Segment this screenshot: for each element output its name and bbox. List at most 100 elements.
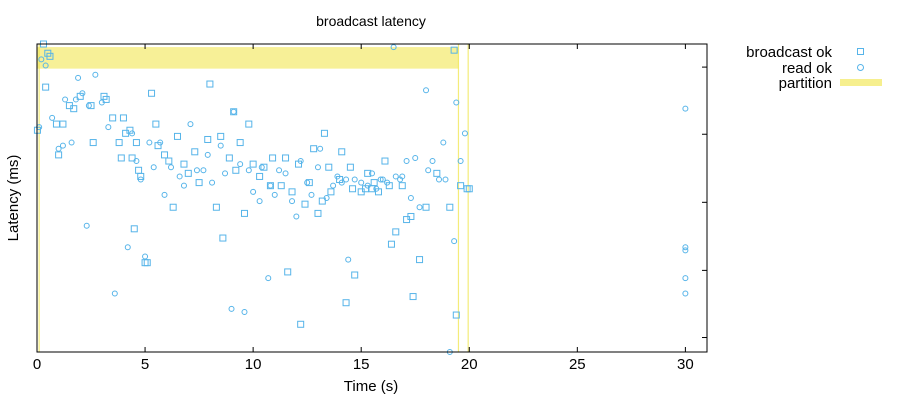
read-ok-point-67 [377,176,384,183]
read-ok-point-37 [230,108,237,115]
read-ok-point-25 [161,191,168,198]
read-ok-point-45 [267,182,274,189]
read-ok-point-74 [403,158,410,165]
chart-title: broadcast latency [316,13,426,29]
broadcast-ok-point-39 [204,135,212,143]
read-ok-point-52 [304,179,311,186]
read-ok-point-3 [49,114,56,121]
read-ok-point-87 [457,158,464,165]
read-ok-point-86 [453,99,460,106]
broadcast-ok-point-91 [433,169,441,177]
read-ok-point-55 [317,145,324,152]
broadcast-ok-point-47 [236,139,244,147]
broadcast-ok-point-89 [416,256,424,264]
read-ok-point-62 [351,176,358,183]
broadcast-ok-point-6 [55,151,63,159]
read-ok-point-91 [682,247,689,254]
read-ok-point-5 [59,142,66,149]
read-ok-point-38 [237,161,244,168]
broadcast-ok-point-50 [249,160,257,168]
read-ok-point-29 [187,121,194,128]
read-ok-point-27 [176,173,183,180]
broadcast-ok-point-74 [351,271,359,279]
read-ok-point-57 [330,182,337,189]
read-ok-point-44 [265,275,272,282]
read-ok-point-82 [440,139,447,146]
read-ok-point-58 [334,173,341,180]
legend-label-broadcast-ok: broadcast ok [746,44,832,61]
read-ok-point-63 [358,179,365,186]
broadcast-ok-point-79 [370,179,378,187]
broadcast-ok-point-7 [59,120,67,128]
read-ok-point-71 [392,173,399,180]
read-ok-point-34 [217,142,224,149]
read-ok-point-85 [451,238,458,245]
x-tick-label-20: 20 [461,356,478,373]
x-tick-label-15: 15 [353,356,370,373]
read-ok-point-8 [72,96,79,103]
partition-layer [37,44,469,352]
broadcast-ok-point-31 [161,151,169,159]
read-ok-point-32 [204,151,211,158]
partition-region-0 [37,47,459,69]
x-tick-label-5: 5 [141,356,149,373]
broadcast-ok-point-60 [297,320,305,328]
y-axis-label: Latency (ms) [5,155,22,242]
broadcast-ok-point-56 [282,154,290,162]
broadcast-ok-point-38 [195,179,203,187]
read-ok-point-15 [105,124,112,131]
read-ok-point-20 [137,176,144,183]
read-ok-point-9 [75,74,82,81]
broadcast-ok-point-84 [392,228,400,236]
broadcast-ok-point-92 [446,203,454,211]
read-ok-point-66 [373,185,380,192]
broadcast-ok-point-35 [180,160,188,168]
broadcast-ok-point-16 [115,139,123,147]
x-tick-label-10: 10 [245,356,262,373]
read-ok-point-23 [150,164,157,171]
read-ok-point-6 [62,96,69,103]
broadcast-ok-point-36 [184,169,192,177]
broadcast-ok-point-41 [212,203,220,211]
broadcast-ok-point-67 [325,163,333,171]
read-ok-point-16 [111,290,118,297]
broadcast-ok-point-21 [128,154,136,162]
read-ok-point-90 [682,244,689,251]
broadcast-ok-point-24 [135,166,143,174]
read-ok-point-41 [250,188,257,195]
broadcast-ok-point-52 [260,163,268,171]
read-ok-point-48 [282,170,289,177]
read-ok-point-80 [429,158,436,165]
broadcast-ok-point-42 [217,132,225,140]
legend: broadcast ok read ok partition [746,44,882,92]
broadcast-ok-point-9 [70,105,78,113]
read-ok-point-11 [83,222,90,229]
read-ok-point-21 [142,253,149,260]
read-ok-point-13 [92,71,99,78]
x-tick-label-0: 0 [33,356,41,373]
read-ok-point-76 [412,154,419,161]
legend-label-partition: partition [779,75,832,92]
broadcast-ok-point-55 [277,182,285,190]
broadcast-ok-point-37 [191,148,199,156]
read-ok-point-7 [68,139,75,146]
legend-swatch-partition [840,79,882,86]
broadcast-ok-point-83 [387,240,395,248]
broadcast-ok-point-96 [463,185,471,193]
broadcast-ok-point-34 [173,132,181,140]
read-ok-point-36 [228,305,235,312]
broadcast-ok-point-62 [305,179,313,187]
read-ok-point-42 [256,198,263,205]
read-ok-point-69 [384,179,391,186]
read-ok-point-88 [461,130,468,137]
broadcast-ok-point-58 [288,188,296,196]
broadcast-ok-point-73 [349,185,357,193]
read-ok-point-92 [682,275,689,282]
legend-label-read-ok: read ok [782,60,833,77]
broadcast-ok-point-61 [301,200,309,208]
read-ok-point-50 [293,213,300,220]
read-ok-point-46 [271,191,278,198]
broadcast-ok-point-17 [117,154,125,162]
plot-frame [36,43,708,353]
